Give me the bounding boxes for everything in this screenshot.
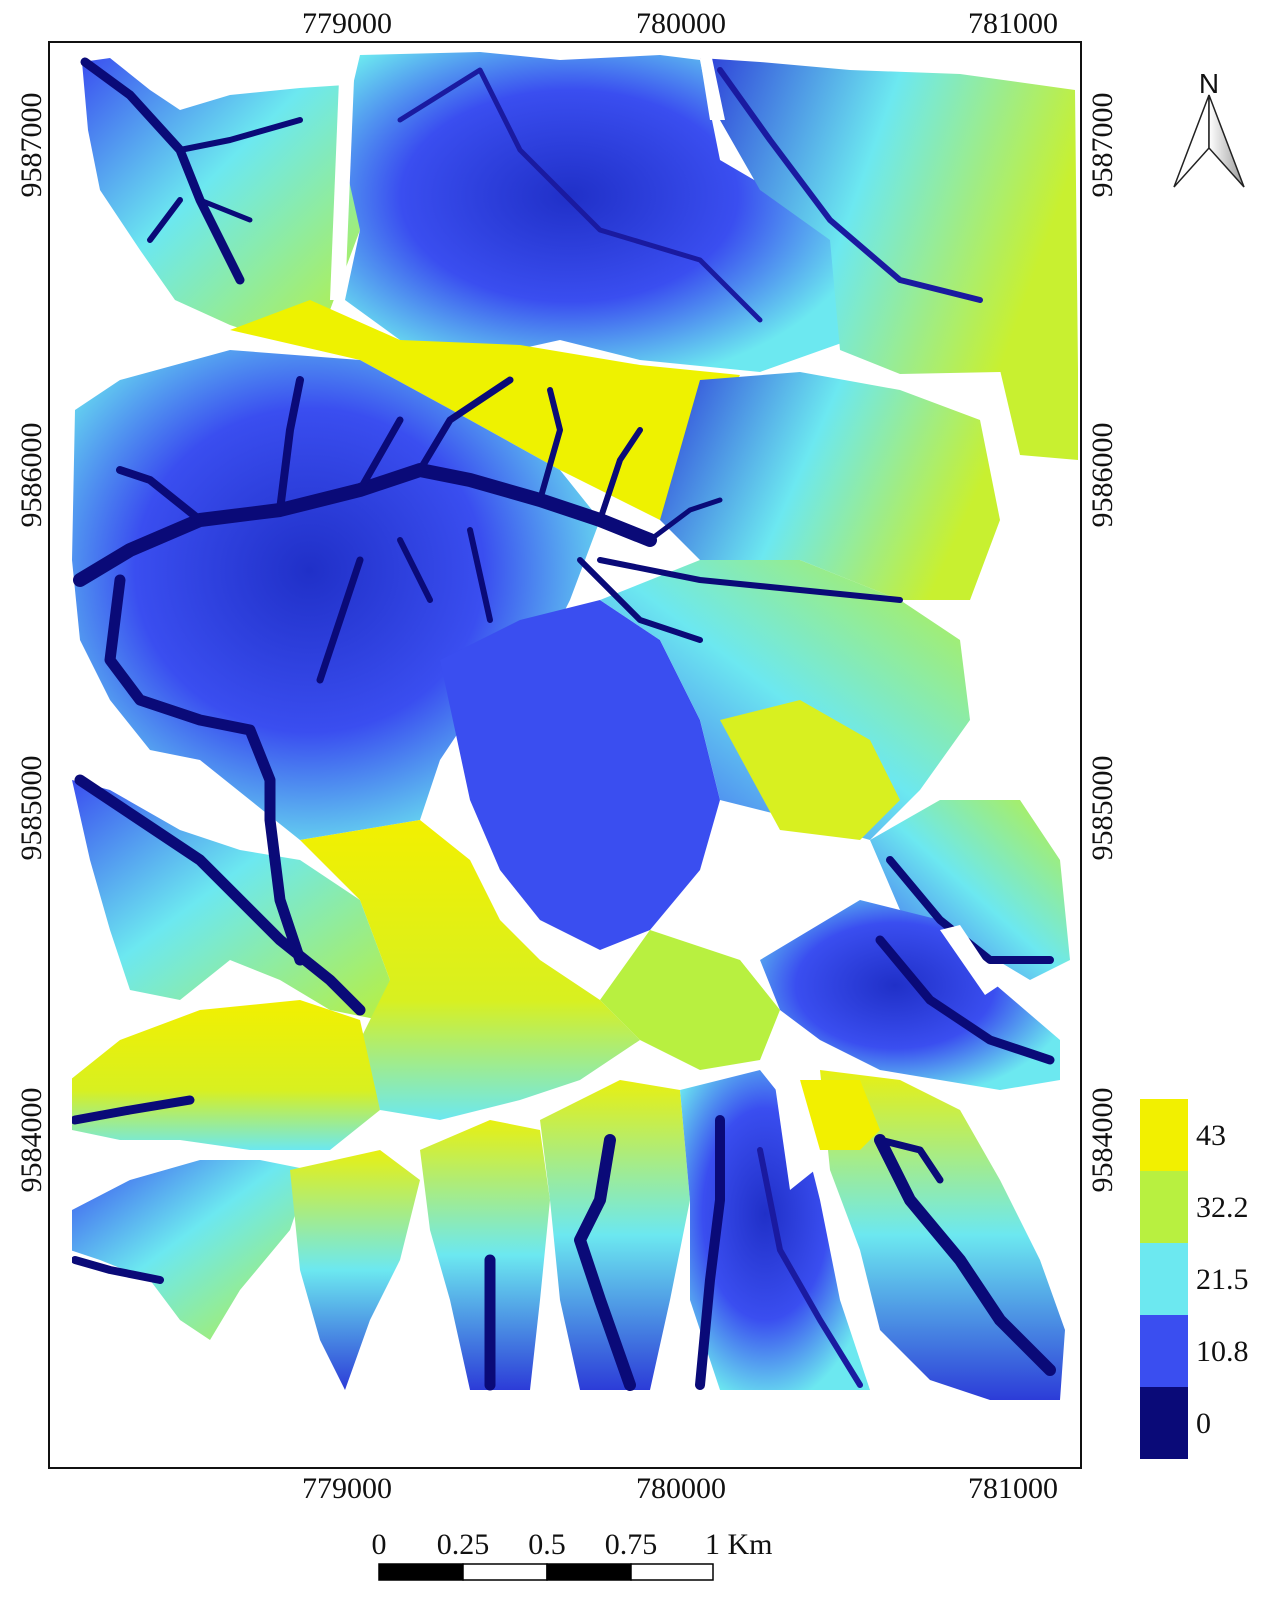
legend-swatch — [1140, 1171, 1188, 1243]
legend-label: 32.2 — [1196, 1191, 1249, 1224]
legend-swatch — [1140, 1099, 1188, 1171]
scale-segment — [378, 1563, 464, 1581]
legend-label: 21.5 — [1196, 1263, 1249, 1296]
drainage-channels — [70, 57, 1056, 1391]
legend-swatch — [1140, 1243, 1188, 1315]
legend-label: 10.8 — [1196, 1335, 1249, 1368]
scale-label: 0.75 — [605, 1528, 658, 1561]
north-label: N — [1199, 68, 1219, 99]
bottom-tick-label: 779000 — [302, 1472, 392, 1505]
bottom-tick-label: 780000 — [636, 1472, 726, 1505]
right-tick-label: 9587000 — [1086, 93, 1119, 198]
right-axis: 9587000 9586000 9585000 9584000 — [1086, 93, 1119, 1193]
left-tick-label: 9586000 — [15, 423, 48, 528]
left-tick-label: 9585000 — [15, 756, 48, 861]
nodata-gaps — [49, 55, 1000, 1390]
scale-label: 0.5 — [528, 1528, 566, 1561]
top-tick-label: 781000 — [968, 7, 1058, 40]
scale-label: 0.25 — [437, 1528, 490, 1561]
scale-segment — [462, 1563, 548, 1581]
right-tick-label: 9585000 — [1086, 756, 1119, 861]
legend: 43 32.2 21.5 10.8 0 — [1140, 1099, 1249, 1459]
left-tick-label: 9587000 — [15, 93, 48, 198]
legend-label: 43 — [1196, 1119, 1226, 1152]
scale-segment — [630, 1563, 714, 1581]
top-tick-label: 780000 — [636, 7, 726, 40]
scale-label: 1 Km — [705, 1528, 773, 1561]
left-axis: 9587000 9586000 9585000 9584000 — [15, 93, 48, 1193]
top-tick-label: 779000 — [302, 7, 392, 40]
legend-swatch — [1140, 1387, 1188, 1459]
scale-segment — [546, 1563, 632, 1581]
legend-swatch — [1140, 1315, 1188, 1387]
legend-label: 0 — [1196, 1407, 1211, 1440]
right-tick-label: 9584000 — [1086, 1088, 1119, 1193]
scale-bar: 0 0.25 0.5 0.75 1 Km — [372, 1528, 773, 1581]
scale-label: 0 — [372, 1528, 387, 1561]
bottom-tick-label: 781000 — [968, 1472, 1058, 1505]
top-axis: 779000 780000 781000 — [302, 7, 1058, 40]
right-tick-label: 9586000 — [1086, 423, 1119, 528]
north-arrow-icon: N — [1173, 68, 1245, 188]
left-tick-label: 9584000 — [15, 1088, 48, 1193]
bottom-axis: 779000 780000 781000 — [302, 1472, 1058, 1505]
